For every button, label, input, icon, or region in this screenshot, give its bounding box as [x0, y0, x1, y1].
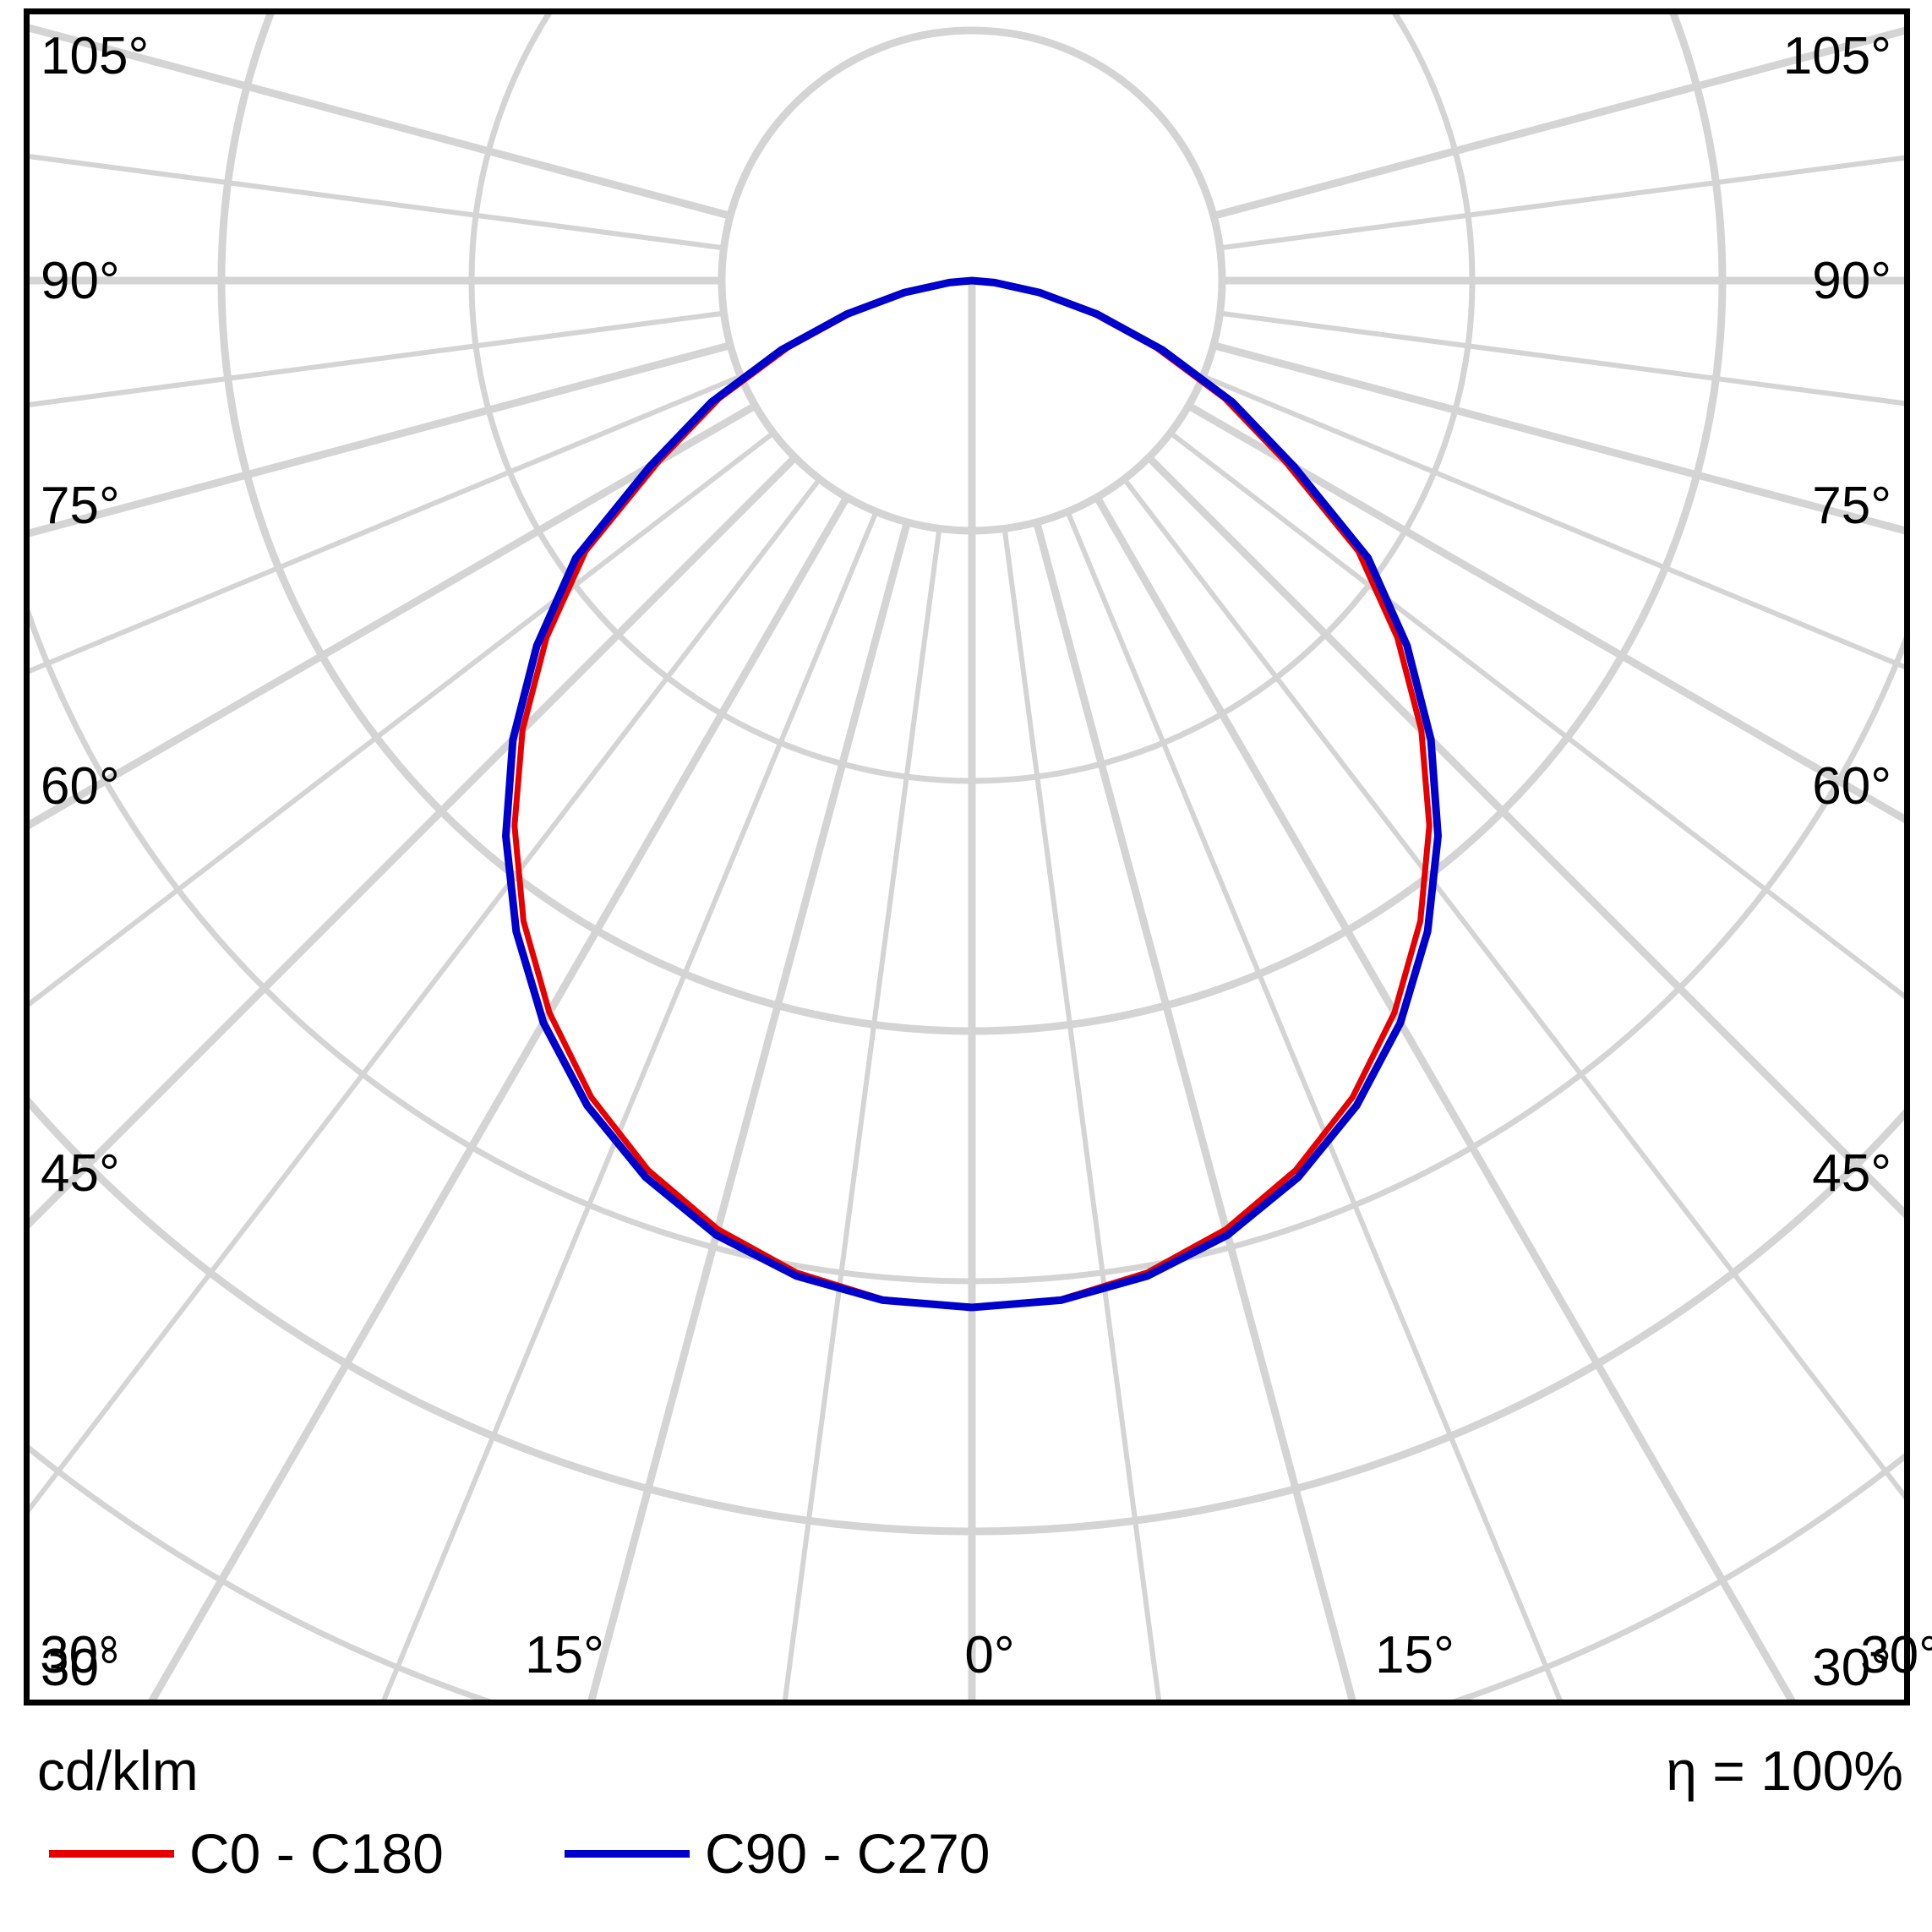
angle-label-left-4: 45°	[41, 1144, 120, 1203]
angle-label-bottom-3: 15°	[1375, 1626, 1454, 1684]
angle-label-right-1: 90°	[1812, 252, 1891, 310]
angle-label-right-4: 45°	[1812, 1144, 1891, 1203]
plot-frame	[24, 8, 1910, 1706]
angle-label-left-2: 75°	[41, 477, 120, 535]
legend-swatch-c90-c270	[565, 1849, 690, 1858]
radial-unit-label: cd/klm	[37, 1739, 199, 1802]
distribution-curves	[502, 276, 1442, 1312]
legend-entry-c0-c180: C0 - C180	[49, 1824, 444, 1883]
angle-label-right-0: 105°	[1782, 27, 1891, 85]
legend-entry-c90-c270: C90 - C270	[565, 1824, 991, 1883]
chart-legend: cd/klm η = 100% C0 - C180 C90 - C270	[24, 1716, 1910, 1927]
angle-label-left-3: 60°	[41, 757, 120, 816]
angle-label-bottom-2: 0°	[964, 1626, 1015, 1684]
angle-label-left-0: 105°	[41, 27, 150, 85]
legend-swatch-c0-c180	[49, 1849, 174, 1858]
efficiency-label: η = 100%	[1666, 1739, 1903, 1802]
angle-label-right-2: 75°	[1812, 477, 1891, 535]
legend-label-c90-c270: C90 - C270	[705, 1822, 991, 1885]
angle-label-right-3: 60°	[1812, 757, 1891, 816]
angle-label-left-1: 90°	[41, 252, 120, 310]
angle-label-bottom-0: 30°	[40, 1626, 119, 1684]
polar-grid-and-curves	[30, 14, 1904, 1700]
angle-label-left-5: 30°	[41, 1639, 120, 1697]
legend-label-c0-c180: C0 - C180	[189, 1822, 444, 1885]
angle-label-right-5: 30°	[1812, 1639, 1891, 1697]
angle-label-bottom-4: 30°	[1860, 1626, 1932, 1684]
polar-grid	[30, 14, 1904, 1700]
angle-label-bottom-1: 15°	[525, 1626, 604, 1684]
